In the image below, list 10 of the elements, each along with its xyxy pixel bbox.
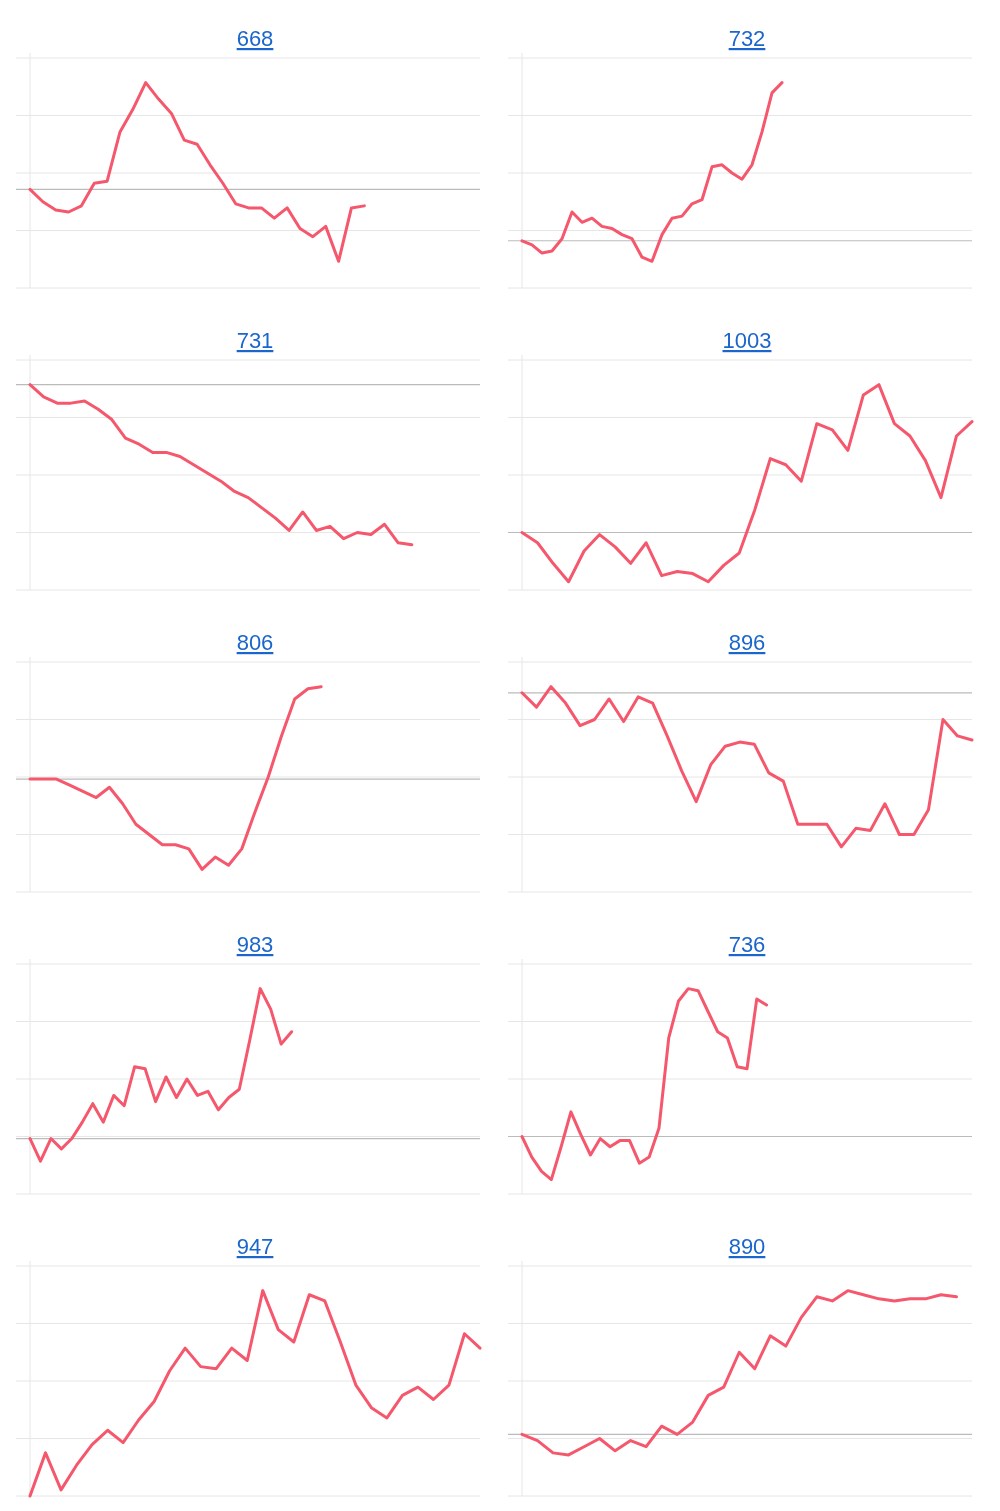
chart-title: 731 xyxy=(236,328,274,353)
chart-title: 890 xyxy=(728,1234,766,1259)
chart-title: 806 xyxy=(236,630,274,655)
chart-title: 732 xyxy=(728,26,766,51)
chart-title: 947 xyxy=(236,1234,274,1259)
chart-title: 896 xyxy=(728,630,766,655)
chart-title: 1003 xyxy=(722,328,772,353)
chart-title: 983 xyxy=(236,932,274,957)
chart-title: 668 xyxy=(236,26,274,51)
chart-title: 736 xyxy=(728,932,766,957)
